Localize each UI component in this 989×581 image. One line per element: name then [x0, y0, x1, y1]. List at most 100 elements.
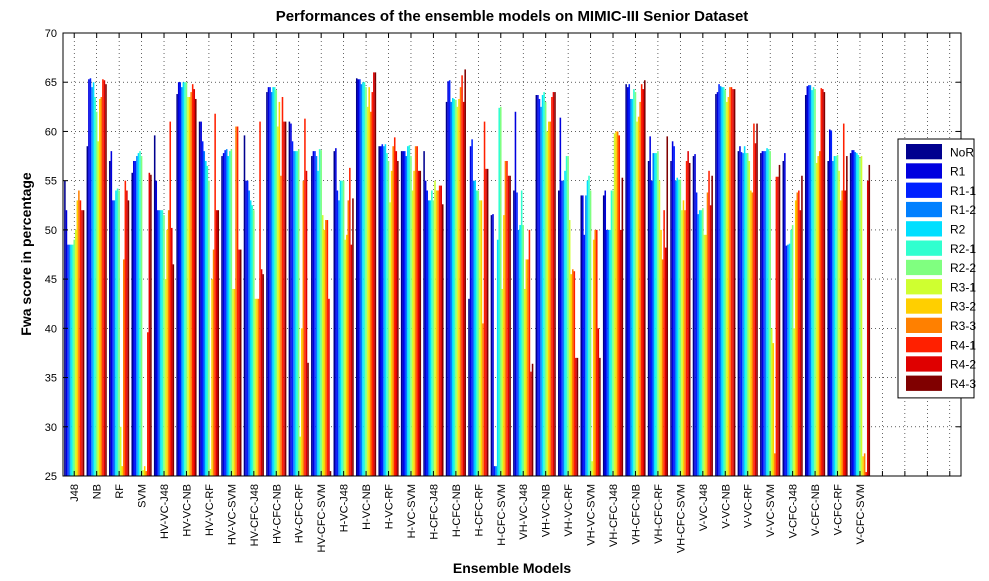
bar-VH-VC-J48-R3-3	[527, 259, 529, 476]
bar-V-CFC-SVM-R1-2	[854, 152, 857, 476]
bar-SVM-NoR	[131, 172, 134, 477]
bar-V-CFC-NB-NoR	[804, 95, 807, 477]
bar-SVM-R3-2	[143, 466, 146, 476]
bar-V-CFC-J48-R2-2	[791, 224, 794, 476]
bar-VH-VC-J48-R1-1	[516, 192, 518, 477]
bar-J48-R3-1	[75, 229, 77, 476]
bar-V-CFC-RF-R2-2	[836, 155, 839, 476]
bar-RF-R2-2	[118, 190, 120, 476]
bar-H-VC-RF-R4-1	[393, 137, 396, 476]
bar-V-VC-RF-R2	[743, 146, 746, 476]
bar-H-VC-SVM-R4-1	[416, 146, 418, 476]
bar-VH-CFC-RF-NoR	[647, 160, 650, 477]
bar-V-VC-J48-R1-2	[697, 214, 699, 476]
bar-VH-CFC-SVM-R2-2	[679, 179, 682, 476]
bar-VH-CFC-NB-R4-1	[640, 84, 643, 476]
bar-H-VC-J48-R2-1	[341, 180, 343, 477]
bar-SVM-R3-1	[142, 470, 144, 476]
bar-HV-VC-NB-R3-3	[190, 92, 192, 476]
bar-HV-VC-SVM-R4-3	[239, 249, 242, 476]
bar-HV-CFC-SVM-R3-1	[321, 215, 324, 476]
bar-H-VC-J48-R4-2	[350, 244, 353, 476]
bar-VH-CFC-RF-R2-1	[655, 153, 658, 476]
bar-V-CFC-SVM-R2	[856, 153, 858, 476]
bar-V-VC-SVM-R2	[766, 148, 768, 476]
bar-V-VC-NB-R3-3	[729, 87, 731, 476]
bar-HV-CFC-RF-R4-2	[305, 170, 308, 476]
bar-SVM-R3-3	[145, 471, 148, 476]
x-tick-label: V-CFC-RF	[833, 484, 845, 536]
bar-V-VC-NB-R4-3	[733, 89, 736, 477]
bar-HV-CFC-SVM-R3-2	[323, 229, 326, 476]
bar-H-VC-J48-R3-3	[347, 200, 350, 477]
bar-HV-VC-SVM-R3-1	[232, 288, 234, 476]
bar-VH-VC-NB-R2-2	[544, 101, 547, 476]
bar-HV-CFC-SVM-R2-1	[318, 149, 321, 476]
bar-VH-VC-RF-R1-2	[562, 180, 565, 477]
bar-VH-VC-J48-R2-2	[522, 224, 524, 476]
bar-V-VC-J48-R4-1	[708, 170, 710, 476]
bar-VH-VC-SVM-R1-2	[585, 195, 587, 476]
bar-HV-VC-J48-R3-2	[166, 229, 168, 476]
bar-V-CFC-J48-R3-3	[796, 192, 799, 477]
bar-H-CFC-NB-R2-1	[453, 98, 456, 477]
y-tick-label: 25	[45, 471, 57, 483]
bar-NB-R1-2	[91, 87, 93, 476]
bar-H-VC-J48-R4-1	[349, 167, 351, 476]
bar-HV-VC-SVM-R3-3	[235, 126, 237, 477]
bar-HV-CFC-NB-R2-1	[273, 87, 276, 476]
bar-HV-VC-J48-R1-2	[158, 210, 161, 476]
legend-label-R2-2: R2-2	[950, 261, 976, 275]
bar-HV-CFC-RF-R3-2	[301, 328, 303, 476]
bar-J48-R3-3	[78, 190, 80, 476]
bar-H-VC-SVM-R1-1	[403, 151, 406, 476]
bar-HV-CFC-J48-R3-2	[256, 298, 258, 476]
bar-SVM-R1-2	[136, 156, 138, 476]
bar-VH-CFC-RF-R1-2	[652, 153, 655, 476]
bar-H-CFC-SVM-R4-3	[509, 175, 511, 477]
bar-H-CFC-SVM-R2	[496, 239, 499, 476]
x-tick-label: VH-VC-SVM	[586, 484, 598, 546]
bar-H-CFC-NB-R4-1	[461, 75, 463, 476]
bar-H-VC-RF-R3-2	[390, 170, 393, 476]
bar-VH-CFC-NB-R4-3	[644, 80, 646, 476]
bar-H-CFC-SVM-R2-2	[500, 106, 502, 476]
bar-VH-VC-RF-R3-1	[568, 220, 571, 476]
bar-VH-CFC-J48-R2	[609, 229, 611, 476]
bar-RF-R1	[110, 151, 113, 476]
x-tick-label: V-VC-SVM	[765, 484, 777, 537]
bar-VH-VC-J48-R4-2	[530, 371, 532, 476]
bar-H-CFC-NB-R3-3	[459, 87, 462, 476]
bar-VH-CFC-SVM-R1-2	[674, 180, 677, 477]
bar-HV-VC-RF-R4-2	[215, 210, 218, 476]
bar-H-VC-J48-R3-2	[345, 234, 348, 476]
bar-V-VC-SVM-R4-1	[775, 176, 778, 477]
bar-H-CFC-NB-R4-2	[462, 101, 465, 476]
bar-H-VC-SVM-R2	[407, 146, 409, 476]
y-tick-label: 70	[45, 28, 57, 40]
bar-H-VC-SVM-R3-1	[411, 190, 414, 476]
bar-V-VC-SVM-R3-1	[770, 328, 773, 476]
bar-VH-VC-J48-R3-1	[524, 288, 526, 476]
y-tick-label: 50	[45, 225, 57, 237]
bar-VH-CFC-J48-R1	[604, 190, 607, 476]
bar-VH-CFC-SVM-R4-1	[685, 160, 688, 477]
bar-HV-CFC-RF-R3-3	[302, 180, 305, 477]
bar-H-CFC-RF-R3-2	[480, 200, 483, 477]
bar-VH-CFC-RF-R1-1	[650, 180, 653, 477]
bar-V-CFC-RF-R4-1	[842, 123, 845, 476]
bar-H-VC-NB-R2	[362, 82, 364, 476]
bar-V-VC-J48-R4-2	[709, 205, 712, 476]
bar-V-CFC-RF-R1	[828, 129, 831, 477]
bar-HV-CFC-J48-R1-1	[246, 180, 249, 477]
x-tick-label: H-VC-J48	[339, 484, 351, 532]
bar-HV-CFC-J48-R3-1	[254, 298, 257, 476]
bar-H-CFC-SVM-R1-1	[493, 466, 496, 476]
bar-SVM-R1-1	[134, 160, 137, 477]
bar-H-VC-NB-R2-2	[365, 87, 367, 476]
bar-V-CFC-NB-R2-1	[812, 87, 815, 476]
bar-VH-CFC-J48-R2-2	[612, 190, 614, 476]
bar-HV-VC-SVM-R2-2	[230, 149, 233, 476]
bar-H-CFC-NB-R1-1	[448, 80, 451, 476]
